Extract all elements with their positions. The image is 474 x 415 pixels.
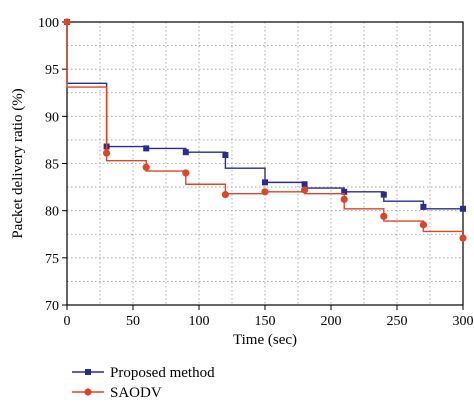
- x-tick-label: 300: [453, 314, 474, 329]
- legend-marker-square: [85, 369, 91, 375]
- data-point: [459, 234, 467, 242]
- legend-item-proposed: Proposed method: [72, 365, 215, 381]
- data-point: [460, 205, 466, 212]
- legend-item-saodv: SAODV: [72, 385, 162, 401]
- y-tick-label: 80: [45, 205, 59, 220]
- data-point: [142, 163, 150, 171]
- data-point: [340, 195, 348, 203]
- data-point: [262, 179, 268, 186]
- y-tick-label: 75: [45, 252, 59, 267]
- y-tick-label: 95: [45, 63, 59, 78]
- data-point: [419, 221, 427, 229]
- legend-label: SAODV: [110, 385, 162, 401]
- series-1: [63, 18, 467, 242]
- data-point: [380, 191, 387, 198]
- data-point: [222, 152, 229, 159]
- data-point: [182, 149, 189, 156]
- data-point: [380, 212, 388, 220]
- series-line: [66, 22, 463, 210]
- data-point: [63, 18, 71, 26]
- axis-ticks: 0 50 100 150 200 250 300 70 75 80 85 90 95 100: [38, 16, 474, 329]
- y-tick-label: 100: [38, 16, 59, 31]
- y-tick-label: 85: [45, 158, 59, 173]
- grid: [66, 21, 464, 306]
- data-point: [182, 169, 190, 177]
- data-point: [420, 203, 427, 210]
- data-point: [103, 149, 111, 157]
- data-point: [261, 188, 269, 196]
- legend-marker-circle: [84, 388, 92, 396]
- legend-label: Proposed method: [110, 365, 215, 381]
- x-tick-label: 150: [255, 314, 276, 329]
- y-axis-title: Packet delivery ratio (%): [10, 88, 26, 238]
- x-axis-title: Time (sec): [233, 332, 297, 348]
- y-tick-label: 90: [45, 110, 59, 125]
- series-layer: [63, 18, 467, 242]
- data-point: [341, 188, 348, 195]
- y-tick-label: 70: [45, 299, 59, 314]
- data-point: [301, 186, 309, 194]
- data-point: [301, 181, 308, 188]
- legend: Proposed method SAODV: [72, 365, 215, 401]
- x-tick-label: 200: [321, 314, 342, 329]
- x-tick-label: 50: [126, 314, 140, 329]
- data-point: [221, 191, 229, 199]
- x-tick-label: 250: [387, 314, 408, 329]
- data-point: [143, 145, 150, 152]
- x-tick-label: 0: [64, 314, 71, 329]
- x-tick-label: 100: [189, 314, 210, 329]
